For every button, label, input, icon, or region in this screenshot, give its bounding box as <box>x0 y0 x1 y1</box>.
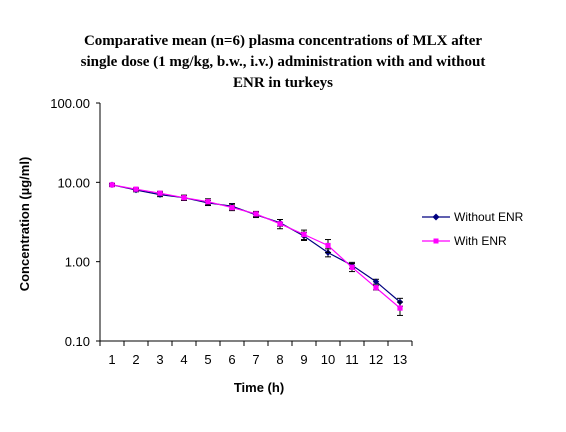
data-point-with-enr <box>349 264 355 270</box>
legend-item-with-enr: With ENR <box>422 234 507 248</box>
y-axis-title: Concentration (µg/ml) <box>17 157 32 292</box>
data-point-with-enr <box>373 285 379 291</box>
x-tick-label: 11 <box>345 352 359 367</box>
data-point-with-enr <box>205 199 211 205</box>
x-tick-label: 2 <box>132 352 139 367</box>
data-point-with-enr <box>277 221 283 227</box>
chart-title-line-2: single dose (1 mg/kg, b.w., i.v.) admini… <box>81 54 486 70</box>
x-tick-label: 5 <box>204 352 211 367</box>
x-tick-label: 12 <box>369 352 383 367</box>
chart-title-line-3: ENR in turkeys <box>233 75 333 91</box>
data-point-without-enr <box>372 278 380 285</box>
x-tick-label: 7 <box>252 352 259 367</box>
data-point-with-enr <box>301 231 307 238</box>
y-axis-ticks: 0.10 1.00 10.00 100.00 <box>50 96 100 349</box>
series-layer <box>108 181 404 316</box>
data-point-with-enr <box>397 305 403 311</box>
legend-item-without-enr: Without ENR <box>422 210 524 224</box>
data-point-with-enr <box>157 190 163 196</box>
x-tick-label: 4 <box>180 352 187 367</box>
x-tick-label: 1 <box>108 352 115 367</box>
x-tick-label: 6 <box>228 352 235 367</box>
series-without-enr <box>108 181 404 307</box>
legend-label-without-enr: Without ENR <box>454 210 524 224</box>
data-point-with-enr <box>253 211 259 217</box>
legend-marker-without-enr <box>432 213 440 221</box>
y-tick-label: 1.00 <box>65 255 90 270</box>
chart-title: Comparative mean (n=6) plasma concentrat… <box>81 33 486 91</box>
data-point-with-enr <box>325 242 331 249</box>
x-tick-label: 8 <box>276 352 283 367</box>
y-tick-label: 0.10 <box>65 334 90 349</box>
x-tick-label: 10 <box>321 352 335 367</box>
y-tick-label: 100.00 <box>50 96 90 111</box>
legend-label-with-enr: With ENR <box>454 234 507 248</box>
data-point-with-enr <box>133 186 139 192</box>
chart-title-line-1: Comparative mean (n=6) plasma concentrat… <box>84 33 482 49</box>
y-tick-label: 10.00 <box>57 175 90 190</box>
data-point-with-enr <box>109 182 115 188</box>
x-axis-ticks: 1 2 3 4 5 6 7 8 9 10 11 12 13 <box>99 341 413 367</box>
x-tick-label: 9 <box>300 352 307 367</box>
x-axis-title: Time (h) <box>234 380 284 395</box>
series-with-enr <box>109 182 403 316</box>
series-line-without-enr <box>111 184 401 303</box>
legend: Without ENR With ENR <box>422 210 524 248</box>
data-point-with-enr <box>181 195 187 201</box>
x-tick-label: 13 <box>393 352 407 367</box>
x-tick-label: 3 <box>156 352 163 367</box>
series-line-with-enr <box>111 184 401 309</box>
data-point-with-enr <box>229 205 235 211</box>
legend-marker-with-enr <box>433 238 439 244</box>
